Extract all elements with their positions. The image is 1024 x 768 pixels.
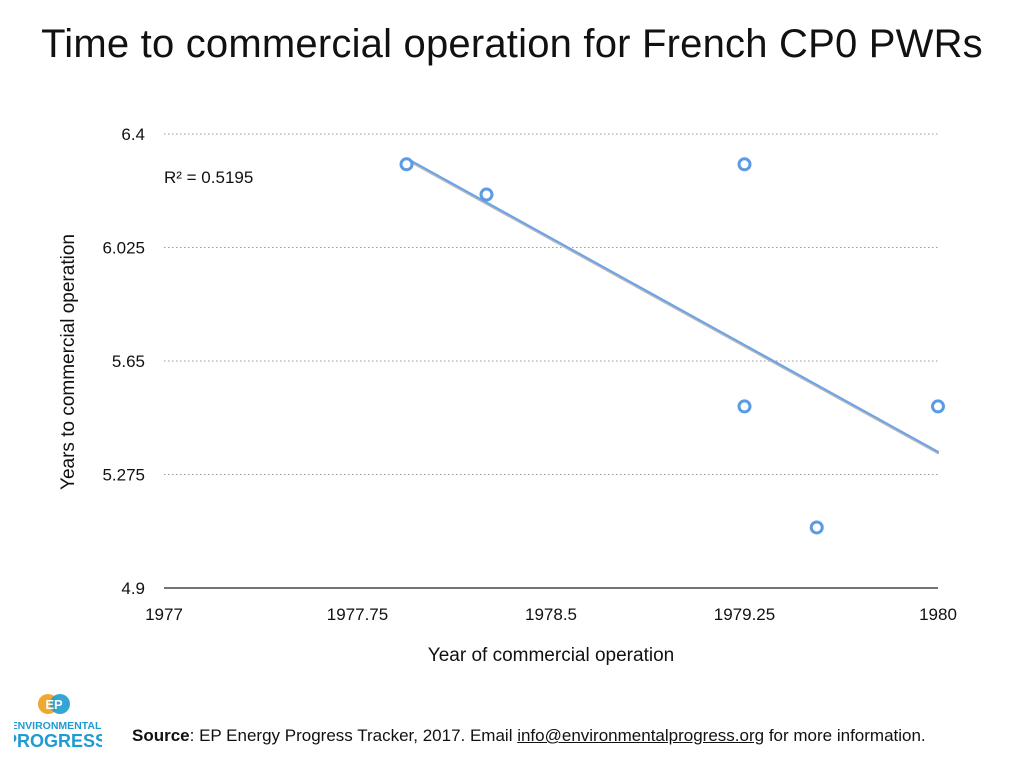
y-axis-label: Years to commercial operation [58,234,79,490]
data-point [809,520,824,535]
email-link[interactable]: info@environmentalprogress.org [517,726,765,745]
x-tick-label: 1977 [145,605,183,624]
x-tick-label: 1978.5 [525,605,577,624]
y-tick-label: 5.65 [112,352,145,371]
trendline-group [405,157,939,455]
trendline [405,157,939,453]
logo-text-environmental: ENVIRONMENTAL [14,720,102,732]
chart-title: Time to commercial operation for French … [41,22,983,66]
data-point [479,187,494,202]
x-tick-label: 1980 [919,605,957,624]
r-squared-annotation: R² = 0.5195 [164,168,253,187]
y-tick-label: 6.025 [102,239,145,258]
source-suffix: for more information. [764,726,926,745]
data-point [931,399,945,414]
data-point [737,157,752,172]
x-tick-label: 1979.25 [714,605,775,624]
logo-text-progress: PROGRESS [14,731,102,751]
x-tick-labels: 1977 1977.75 1978.5 1979.25 1980 [145,605,957,624]
data-points [399,157,945,535]
logo-blue-circle [50,694,70,714]
y-tick-label: 5.275 [102,466,145,485]
grid-lines [164,133,938,589]
source-text: : EP Energy Progress Tracker, 2017. Emai… [189,726,518,745]
y-tick-label: 4.9 [121,579,145,598]
data-point [737,399,752,414]
x-axis-label: Year of commercial operation [428,645,674,666]
y-tick-label: 6.4 [121,125,145,144]
trendline-shadow [405,158,939,455]
environmental-progress-logo: EP ENVIRONMENTAL PROGRESS [14,694,102,751]
source-label: Source [132,726,190,745]
x-tick-label: 1977.75 [327,605,388,624]
y-tick-labels: 4.9 5.275 5.65 6.025 6.4 [102,125,145,598]
logo-mark: EP [45,697,63,712]
source-line: Source: EP Energy Progress Tracker, 2017… [132,726,926,746]
data-point [399,157,414,172]
